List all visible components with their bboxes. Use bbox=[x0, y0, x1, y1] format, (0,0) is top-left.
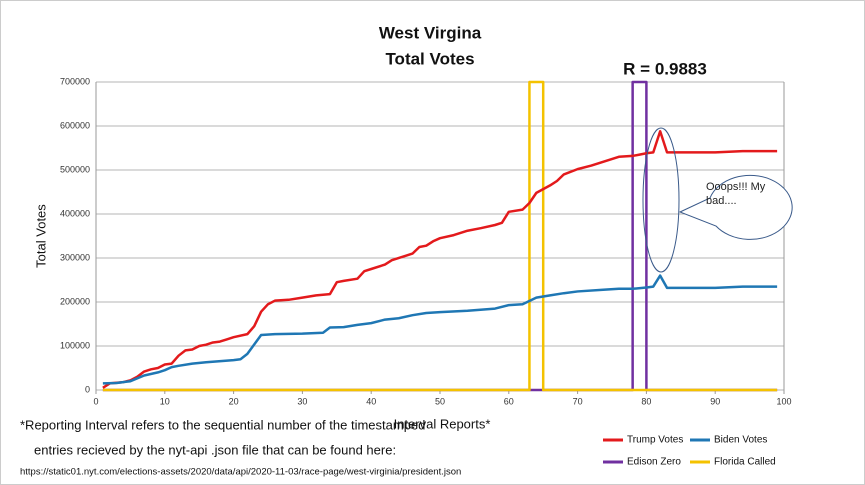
x-tick-label: 70 bbox=[573, 396, 583, 406]
series-line bbox=[102, 274, 778, 385]
legend-label: Edison Zero bbox=[627, 457, 681, 468]
y-tick-label: 400000 bbox=[60, 208, 90, 218]
legend-label: Trump Votes bbox=[627, 435, 683, 446]
y-tick-label: 700000 bbox=[60, 76, 90, 86]
footnote: entries recieved by the nyt-api .json fi… bbox=[34, 442, 396, 457]
chart-title: West Virgina bbox=[379, 23, 482, 42]
legend: Edison Zero Florida Called Trump Votes Bide… bbox=[603, 435, 776, 468]
callout-bubble bbox=[678, 174, 793, 240]
callout: Ooops!!! My bad.... bbox=[706, 181, 766, 207]
series-line bbox=[102, 80, 778, 392]
y-tick-label: 200000 bbox=[60, 296, 90, 306]
y-tick-label: 100000 bbox=[60, 340, 90, 350]
x-tick-label: 90 bbox=[710, 396, 720, 406]
x-tick-label: 40 bbox=[366, 396, 376, 406]
series-line bbox=[102, 130, 778, 389]
chart-subtitle: Total Votes bbox=[385, 49, 474, 68]
x-tick-label: 60 bbox=[504, 396, 514, 406]
x-tick-label: 20 bbox=[229, 396, 239, 406]
legend-label: Biden Votes bbox=[714, 435, 767, 446]
legend-label: Florida Called bbox=[714, 457, 776, 468]
highlight-ellipse bbox=[642, 127, 680, 273]
y-tick-label: 0 bbox=[85, 384, 90, 394]
x-tick-label: 80 bbox=[641, 396, 651, 406]
y-tick-label: 600000 bbox=[60, 120, 90, 130]
callout-text: Ooops!!! My bad.... bbox=[706, 181, 766, 207]
footnote: *Reporting Interval refers to the sequen… bbox=[20, 417, 425, 432]
x-tick-label: 0 bbox=[93, 396, 98, 406]
x-tick-label: 30 bbox=[297, 396, 307, 406]
plot: 0100000200000300000400000500000600000700… bbox=[60, 76, 792, 406]
y-tick-label: 300000 bbox=[60, 252, 90, 262]
x-tick-label: 50 bbox=[435, 396, 445, 406]
y-axis-label: Total Votes bbox=[33, 204, 48, 268]
x-tick-label: 100 bbox=[776, 396, 791, 406]
x-axis-label: Interval Reports* bbox=[394, 416, 491, 431]
y-tick-label: 500000 bbox=[60, 164, 90, 174]
x-tick-label: 10 bbox=[160, 396, 170, 406]
r-value: R = 0.9883 bbox=[623, 59, 707, 78]
source-url: https://static01.nyt.com/elections-asset… bbox=[20, 467, 461, 478]
